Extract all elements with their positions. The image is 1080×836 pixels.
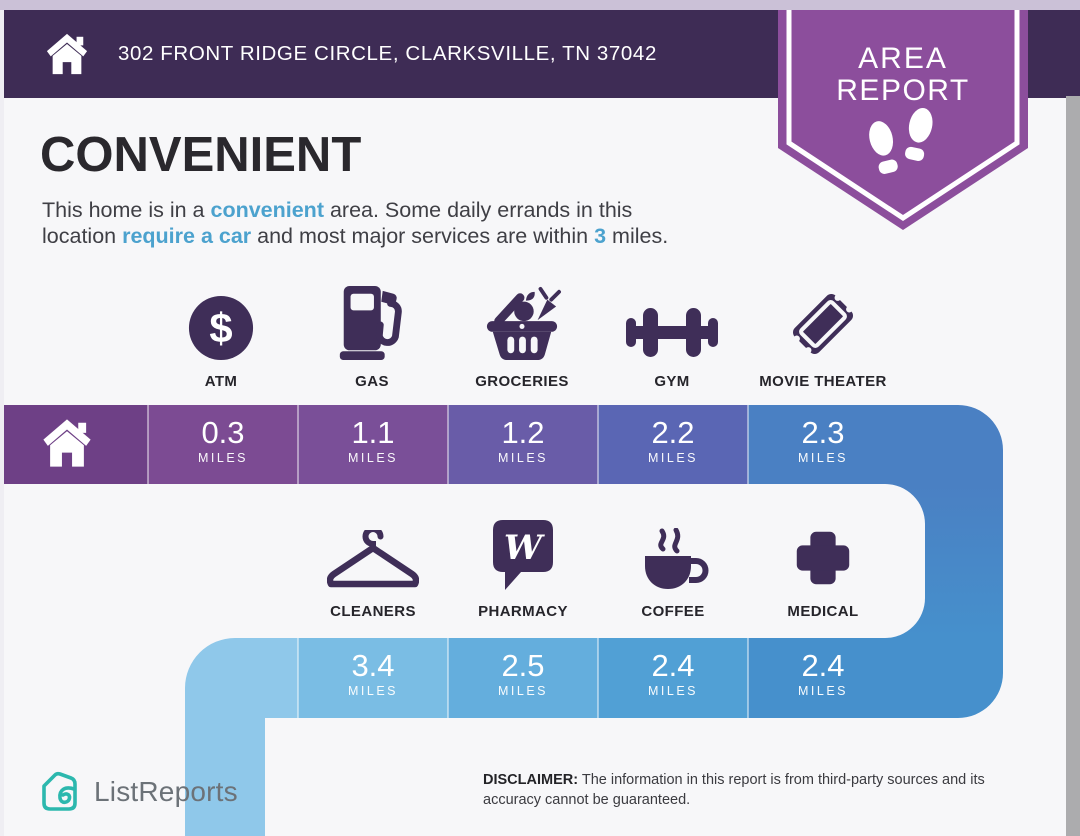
coffee-cup-icon (637, 528, 709, 592)
top-border-strip (0, 0, 1080, 10)
footprints-icon (869, 108, 933, 174)
amenity-gas: GAS (297, 284, 447, 390)
amenity-label: GAS (355, 373, 389, 390)
accent-require-a-car: require a car (122, 223, 252, 248)
distance-medical: 2.4 MILES (797, 648, 848, 698)
home-icon (44, 32, 90, 76)
accent-convenient: convenient (210, 198, 324, 222)
listreports-logo-icon (36, 769, 82, 815)
amenity-cleaners: CLEANERS (298, 514, 448, 620)
svg-text:$: $ (209, 305, 232, 352)
page-title: CONVENIENT (40, 128, 362, 182)
accent-miles-number: 3 (594, 223, 607, 248)
amenity-label: GROCERIES (475, 373, 569, 390)
distance-pharmacy: 2.5 MILES (497, 648, 548, 698)
brand-name: ListReports (94, 776, 238, 807)
amenity-atm: $ ATM (146, 284, 296, 390)
amenity-label: CLEANERS (330, 603, 416, 620)
badge-line1: AREA (858, 42, 948, 75)
svg-text:W: W (504, 528, 545, 568)
amenity-movie-theater: MOVIE THEATER (748, 284, 898, 390)
distance-groceries: 1.2 MILES (497, 415, 548, 465)
amenity-label: GYM (654, 373, 690, 390)
distance-gas: 1.1 MILES (347, 415, 398, 465)
amenity-pharmacy: W PHARMACY (448, 514, 598, 620)
intro-line-1: This home is in a convenient area. Some … (42, 198, 633, 222)
ticket-icon (782, 286, 864, 362)
distance-atm: 0.3 MILES (197, 415, 248, 465)
amenity-groceries: GROCERIES (447, 284, 597, 390)
amenity-label: PHARMACY (478, 603, 568, 620)
hanger-icon (327, 530, 419, 592)
badge-line2: REPORT (836, 74, 969, 107)
area-report-badge: AREA REPORT (778, 10, 1028, 235)
intro-line-2: location require a car and most major se… (42, 223, 669, 248)
walgreens-w-icon: W (491, 518, 555, 592)
disclaimer-text: The information in this report is from t… (483, 772, 985, 808)
distance-coffee: 2.4 MILES (647, 648, 698, 698)
medical-cross-icon (789, 524, 857, 592)
amenity-label: MEDICAL (787, 603, 859, 620)
amenity-coffee: COFFEE (598, 514, 748, 620)
grocery-basket-icon (482, 286, 562, 362)
left-border-strip (0, 10, 4, 836)
listreports-brand: ListReports (36, 769, 238, 815)
atm-icon: $ (187, 294, 255, 362)
gas-pump-icon (339, 284, 405, 362)
home-marker-icon (40, 417, 94, 469)
disclaimer-label: DISCLAIMER: (483, 772, 579, 788)
property-address: 302 FRONT RIDGE CIRCLE, CLARKSVILLE, TN … (118, 42, 657, 65)
dumbbell-icon (626, 304, 718, 362)
intro-paragraph: This home is in a convenient area. Some … (42, 198, 762, 249)
distance-gym: 2.2 MILES (647, 415, 698, 465)
distance-cleaners: 3.4 MILES (347, 648, 398, 698)
amenity-label: ATM (204, 373, 238, 390)
amenity-label: COFFEE (641, 603, 705, 620)
amenity-gym: GYM (597, 284, 747, 390)
amenity-medical: MEDICAL (748, 514, 898, 620)
distance-movie-theater: 2.3 MILES (797, 415, 848, 465)
right-gray-strip (1066, 96, 1080, 836)
disclaimer: DISCLAIMER: The information in this repo… (483, 771, 1023, 810)
amenity-label: MOVIE THEATER (759, 373, 887, 390)
